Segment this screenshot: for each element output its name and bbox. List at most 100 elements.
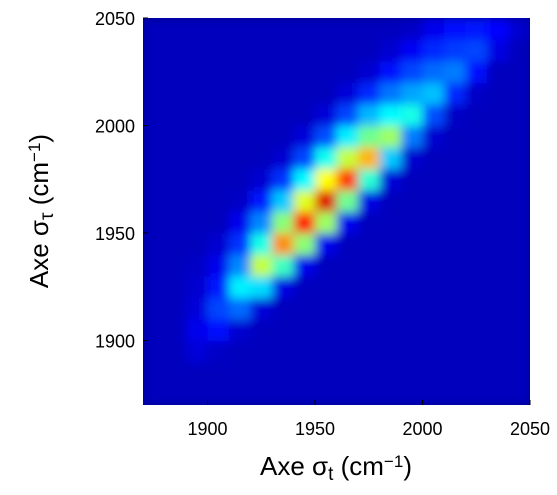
heatmap-cell (422, 104, 445, 126)
heatmap-cell (293, 82, 316, 105)
heatmap-cell (250, 233, 273, 255)
heatmap-cell (401, 211, 423, 234)
heatmap-cell (186, 297, 208, 320)
y-axis-label: Axe στ (cm−1) (24, 134, 58, 288)
heatmap-cell (293, 147, 316, 169)
heatmap-cell (229, 319, 251, 341)
heatmap-cell (207, 104, 230, 126)
heatmap-cell (336, 168, 359, 191)
heatmap-cell (358, 168, 380, 191)
heatmap-cell (422, 39, 445, 62)
heatmap-cell (379, 340, 402, 363)
heatmap-cell (487, 125, 509, 148)
heatmap-cell (143, 297, 165, 320)
heatmap-cell (293, 39, 316, 62)
heatmap-cell (207, 319, 230, 341)
heatmap-cell (207, 383, 230, 405)
heatmap-cell (293, 233, 316, 255)
heatmap-cell (272, 125, 294, 148)
heatmap-cell (186, 18, 208, 40)
heatmap-cell (186, 104, 208, 126)
heatmap-cell (250, 39, 273, 62)
heatmap-cell (508, 61, 530, 83)
heatmap-cell (315, 362, 337, 384)
y-tick-label: 1900 (95, 332, 135, 352)
heatmap-cell (229, 383, 251, 405)
heatmap-cell (379, 39, 402, 62)
heatmap-cell (229, 104, 251, 126)
heatmap-cell (315, 319, 337, 341)
heatmap-cell (465, 383, 488, 405)
heatmap-cell (143, 340, 165, 363)
heatmap-cell (272, 39, 294, 62)
heatmap-cell (272, 168, 294, 191)
heatmap-cell (272, 276, 294, 298)
heatmap-cell (293, 276, 316, 298)
heatmap-cell (164, 254, 187, 277)
heatmap-cell (465, 211, 488, 234)
heatmap-cell (379, 254, 402, 277)
heatmap-cell (422, 168, 445, 191)
heatmap-cell (186, 319, 208, 341)
heatmap-cell (487, 276, 509, 298)
heatmap-cell (207, 61, 230, 83)
heatmap-cell (315, 297, 337, 320)
heatmap-cell (186, 254, 208, 277)
heatmap-cell (272, 82, 294, 105)
heatmap-cell (207, 340, 230, 363)
heatmap-cell (358, 383, 380, 405)
heatmap-cell (143, 82, 165, 105)
heatmap-cell (250, 125, 273, 148)
heatmap-cell (207, 147, 230, 169)
heatmap-cell (229, 125, 251, 148)
x-axis-label: Axe σt (cm−1) (260, 451, 412, 485)
heatmap-cell (229, 82, 251, 105)
heatmap-cell (250, 362, 273, 384)
heatmap-cell (164, 297, 187, 320)
heatmap-cell (250, 190, 273, 212)
heatmap-cell (336, 147, 359, 169)
heatmap-cell (143, 319, 165, 341)
heatmap-cell (336, 276, 359, 298)
heatmap-cell (358, 190, 380, 212)
heatmap-cell (250, 340, 273, 363)
heatmap-cell (272, 61, 294, 83)
heatmap-cell (250, 168, 273, 191)
x-tick-label: 2050 (510, 419, 550, 439)
heatmap-cell (379, 276, 402, 298)
heatmap-cell (358, 340, 380, 363)
heatmap-cell (508, 18, 530, 40)
heatmap-cell (401, 39, 423, 62)
heatmap-cell (293, 61, 316, 83)
heatmap-cell (186, 61, 208, 83)
heatmap-cell (444, 276, 466, 298)
heatmap-cell (465, 233, 488, 255)
heatmap-cell (143, 18, 165, 40)
heatmap-cell (143, 276, 165, 298)
heatmap-cell (336, 18, 359, 40)
heatmap-cell (401, 276, 423, 298)
heatmap-cell (487, 168, 509, 191)
heatmap-cell (143, 125, 165, 148)
heatmap-cell (207, 125, 230, 148)
heatmap-cell (444, 61, 466, 83)
heatmap-cell (465, 168, 488, 191)
heatmap-cell (250, 254, 273, 277)
heatmap-cell (379, 211, 402, 234)
heatmap-cell (315, 61, 337, 83)
heatmap-cell (401, 383, 423, 405)
heatmap-cell (487, 297, 509, 320)
heatmap-cell (315, 190, 337, 212)
heatmap-cell (422, 319, 445, 341)
heatmap-cell (358, 319, 380, 341)
heatmap-cell (250, 147, 273, 169)
heatmap-cell (229, 297, 251, 320)
heatmap-cell (143, 362, 165, 384)
heatmap-cell (293, 383, 316, 405)
heatmap-cell (422, 276, 445, 298)
heatmap-cell (293, 168, 316, 191)
heatmap-cell (164, 319, 187, 341)
heatmap-cell (293, 340, 316, 363)
heatmap-cell (487, 233, 509, 255)
